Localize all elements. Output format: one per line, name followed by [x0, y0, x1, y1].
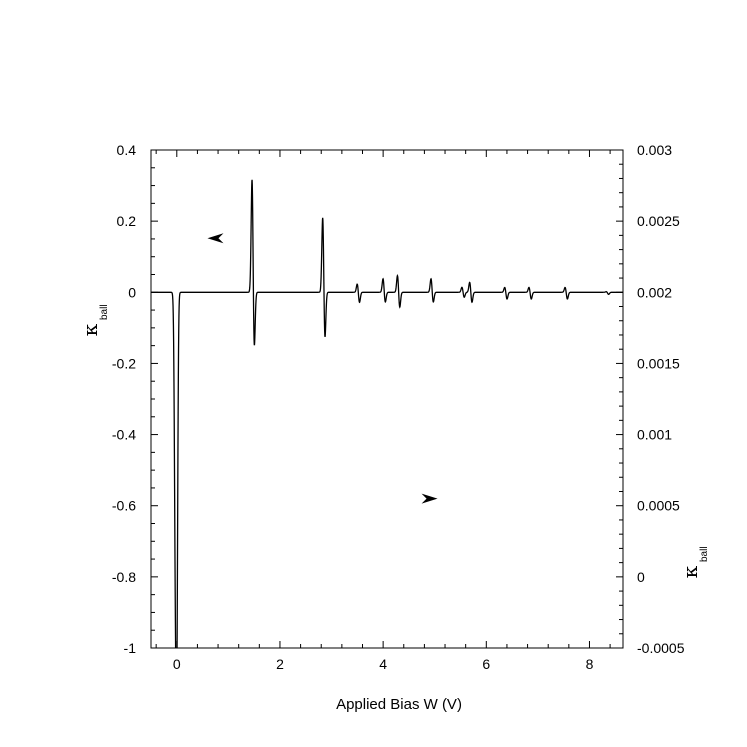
y-axis-title-right: κ ball — [678, 546, 710, 578]
arrow-left-marker — [207, 233, 224, 244]
y2-tick-label: 0 — [637, 569, 645, 585]
y2-tick-label: -0.0005 — [637, 640, 685, 656]
x-tick-label: 0 — [173, 656, 181, 672]
y2-tick-label: 0.0005 — [637, 498, 680, 514]
y-axis-title-subscript: ball — [99, 304, 110, 320]
x-tick-label: 2 — [276, 656, 284, 672]
y-tick-label: 0.2 — [117, 213, 137, 229]
series-layer — [151, 179, 623, 648]
x-axis-title: Applied Bias W (V) — [336, 696, 462, 713]
y-tick-label: -0.2 — [112, 355, 136, 371]
plot-frame — [150, 149, 624, 649]
y-axis-title-left: κ ball — [78, 304, 110, 336]
x-tick-label: 4 — [379, 656, 387, 672]
y-axis-title-symbol: κ — [78, 323, 102, 336]
annotation-layer — [207, 233, 438, 504]
y-tick-label: 0 — [128, 284, 136, 300]
ticks-layer: 0 2 4 6 8 0.4 0.2 0 -0.2 -0.4 -0.6 -0.8 -1 0.003 0.002… — [112, 142, 685, 672]
x-tick-label: 6 — [482, 656, 490, 672]
y2-axis-title-symbol: κ — [678, 565, 702, 578]
y-tick-label: -0.6 — [112, 498, 136, 514]
y-tick-label: -1 — [124, 640, 137, 656]
y-tick-label: -0.4 — [112, 427, 136, 443]
series-line-1 — [151, 179, 623, 648]
y2-tick-label: 0.0025 — [637, 213, 680, 229]
arrow-right-marker — [421, 493, 438, 504]
y-tick-label: -0.8 — [112, 569, 136, 585]
y2-tick-label: 0.002 — [637, 284, 672, 300]
y2-tick-label: 0.0015 — [637, 355, 680, 371]
x-tick-label: 8 — [586, 656, 594, 672]
y2-axis-title-subscript: ball — [699, 546, 710, 562]
y-tick-label: 0.4 — [117, 142, 137, 158]
y2-tick-label: 0.001 — [637, 427, 672, 443]
y2-tick-label: 0.003 — [637, 142, 672, 158]
